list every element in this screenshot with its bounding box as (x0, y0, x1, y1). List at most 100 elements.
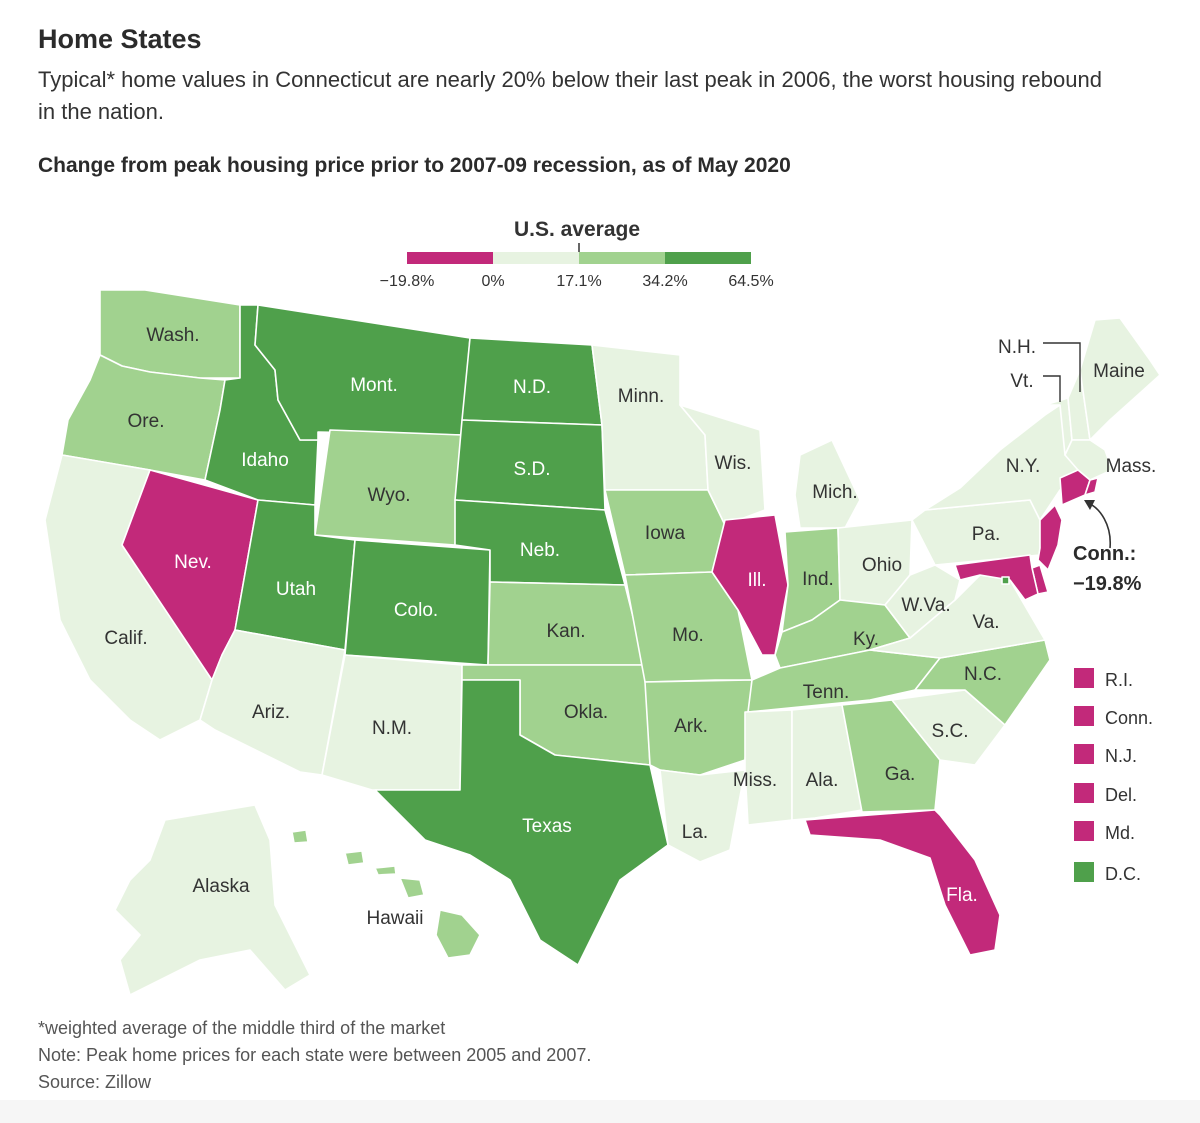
state-rhode-island (1084, 477, 1099, 496)
state-label: Alaska (192, 876, 249, 897)
us-choropleth-map: U.S. average −19.8% 0% 17.1% 34.2% 64.5% (44, 218, 1161, 996)
legend-swatch-conn (1074, 706, 1094, 726)
state-new-jersey (1037, 504, 1063, 571)
state-label: Ind. (802, 569, 834, 590)
state-hawaii-kauai (291, 829, 309, 844)
small-state-legend: R.I. Conn. N.J. Del. Md. D.C. (1074, 668, 1153, 884)
state-maryland (954, 554, 1039, 601)
state-label: N.H. (998, 337, 1036, 358)
state-label: S.D. (514, 459, 551, 480)
legend-tick: 64.5% (728, 273, 773, 290)
callout-arrowhead-icon (1084, 500, 1095, 510)
state-district-of-columbia (1001, 576, 1010, 585)
state-label: Ohio (862, 555, 902, 576)
state-alabama (791, 704, 863, 821)
state-label: Kan. (546, 621, 585, 642)
legend-swatch-md (1074, 821, 1094, 841)
state-label: Pa. (972, 524, 1001, 545)
state-label: Ga. (885, 764, 916, 785)
state-maine (1079, 317, 1161, 441)
state-label: N.Y. (1006, 456, 1041, 477)
legend-bin-low (493, 252, 579, 264)
state-hawaii-big-island (435, 909, 481, 959)
state-label: Vt. (1010, 371, 1033, 392)
state-label: Mich. (812, 482, 857, 503)
state-illinois (711, 514, 789, 656)
state-connecticut (1059, 469, 1091, 506)
state-label: Wis. (715, 453, 752, 474)
state-label: Maine (1093, 361, 1145, 382)
state-label: W.Va. (901, 595, 950, 616)
bottom-band (0, 1100, 1200, 1123)
state-label: Miss. (733, 770, 777, 791)
state-label: Ark. (674, 716, 708, 737)
state-texas (374, 679, 669, 966)
connecticut-callout: Conn.: −19.8% (1073, 500, 1142, 595)
state-label: Mass. (1106, 456, 1157, 477)
legend-label-conn: Conn. (1105, 708, 1153, 728)
state-label: Fla. (946, 885, 978, 906)
state-label: N.M. (372, 718, 412, 739)
legend-label-ri: R.I. (1105, 670, 1133, 690)
legend-bin-mid (579, 252, 665, 264)
legend-tick: 34.2% (642, 273, 687, 290)
state-louisiana (659, 769, 746, 863)
legend-tick: 17.1% (556, 273, 601, 290)
legend-swatch-nj (1074, 744, 1094, 764)
state-hawaii-maui (399, 877, 425, 899)
state-label: Nev. (174, 552, 212, 573)
state-labels: Wash. Ore. Calif. Nev. Idaho Mont. Wyo. … (104, 325, 1156, 929)
chart-subtitle: Typical* home values in Connecticut are … (38, 67, 1102, 124)
state-label: Minn. (618, 386, 664, 407)
state-label: N.D. (513, 377, 551, 398)
state-label: Calif. (104, 628, 147, 649)
state-mississippi (744, 709, 793, 826)
state-label: Colo. (394, 600, 438, 621)
state-florida (804, 809, 1001, 956)
state-label: Utah (276, 579, 316, 600)
legend-label-dc: D.C. (1105, 864, 1141, 884)
legend-label-nj: N.J. (1105, 746, 1137, 766)
nh-leader-line (1043, 342, 1081, 392)
state-label: Wash. (146, 325, 199, 346)
callout-state: Conn.: (1073, 543, 1136, 565)
legend-tick: −19.8% (380, 273, 435, 290)
state-label: Va. (972, 612, 999, 633)
vt-leader-line (1043, 375, 1061, 402)
state-label: Okla. (564, 702, 608, 723)
legend-bin-high (665, 252, 751, 264)
state-label: Mont. (350, 375, 398, 396)
state-hawaii-oahu (344, 850, 365, 866)
state-label: N.C. (964, 664, 1002, 685)
state-label: Neb. (520, 540, 560, 561)
note: Note: Peak home prices for each state we… (38, 1045, 592, 1065)
state-label: Wyo. (367, 485, 410, 506)
state-label: Ill. (748, 570, 767, 591)
state-georgia (841, 699, 941, 813)
legend-tick: 0% (481, 273, 504, 290)
legend-label-md: Md. (1105, 823, 1135, 843)
state-label: La. (682, 822, 708, 843)
color-legend: U.S. average −19.8% 0% 17.1% 34.2% 64.5% (380, 218, 774, 290)
legend-swatch-del (1074, 783, 1094, 803)
state-label: Ariz. (252, 702, 290, 723)
legend-bin-negative (407, 252, 493, 264)
callout-value: −19.8% (1073, 573, 1142, 595)
state-label: Tenn. (803, 682, 849, 703)
state-label: Idaho (241, 450, 289, 471)
state-label: Texas (522, 816, 572, 837)
us-average-label: U.S. average (514, 218, 640, 241)
state-label: Hawaii (366, 908, 423, 929)
callout-arrow-line (1087, 502, 1111, 549)
state-label: S.C. (932, 721, 969, 742)
state-label: Ky. (853, 629, 879, 650)
legend-swatch-dc (1074, 862, 1094, 882)
state-hawaii-molokai (374, 865, 397, 876)
map-title: Change from peak housing price prior to … (38, 154, 791, 177)
state-label: Mo. (672, 625, 704, 646)
state-south-carolina (891, 689, 1006, 766)
state-label: Ore. (128, 411, 165, 432)
legend-label-del: Del. (1105, 785, 1137, 805)
leader-lines (1043, 342, 1081, 402)
state-label: Ala. (806, 770, 839, 791)
